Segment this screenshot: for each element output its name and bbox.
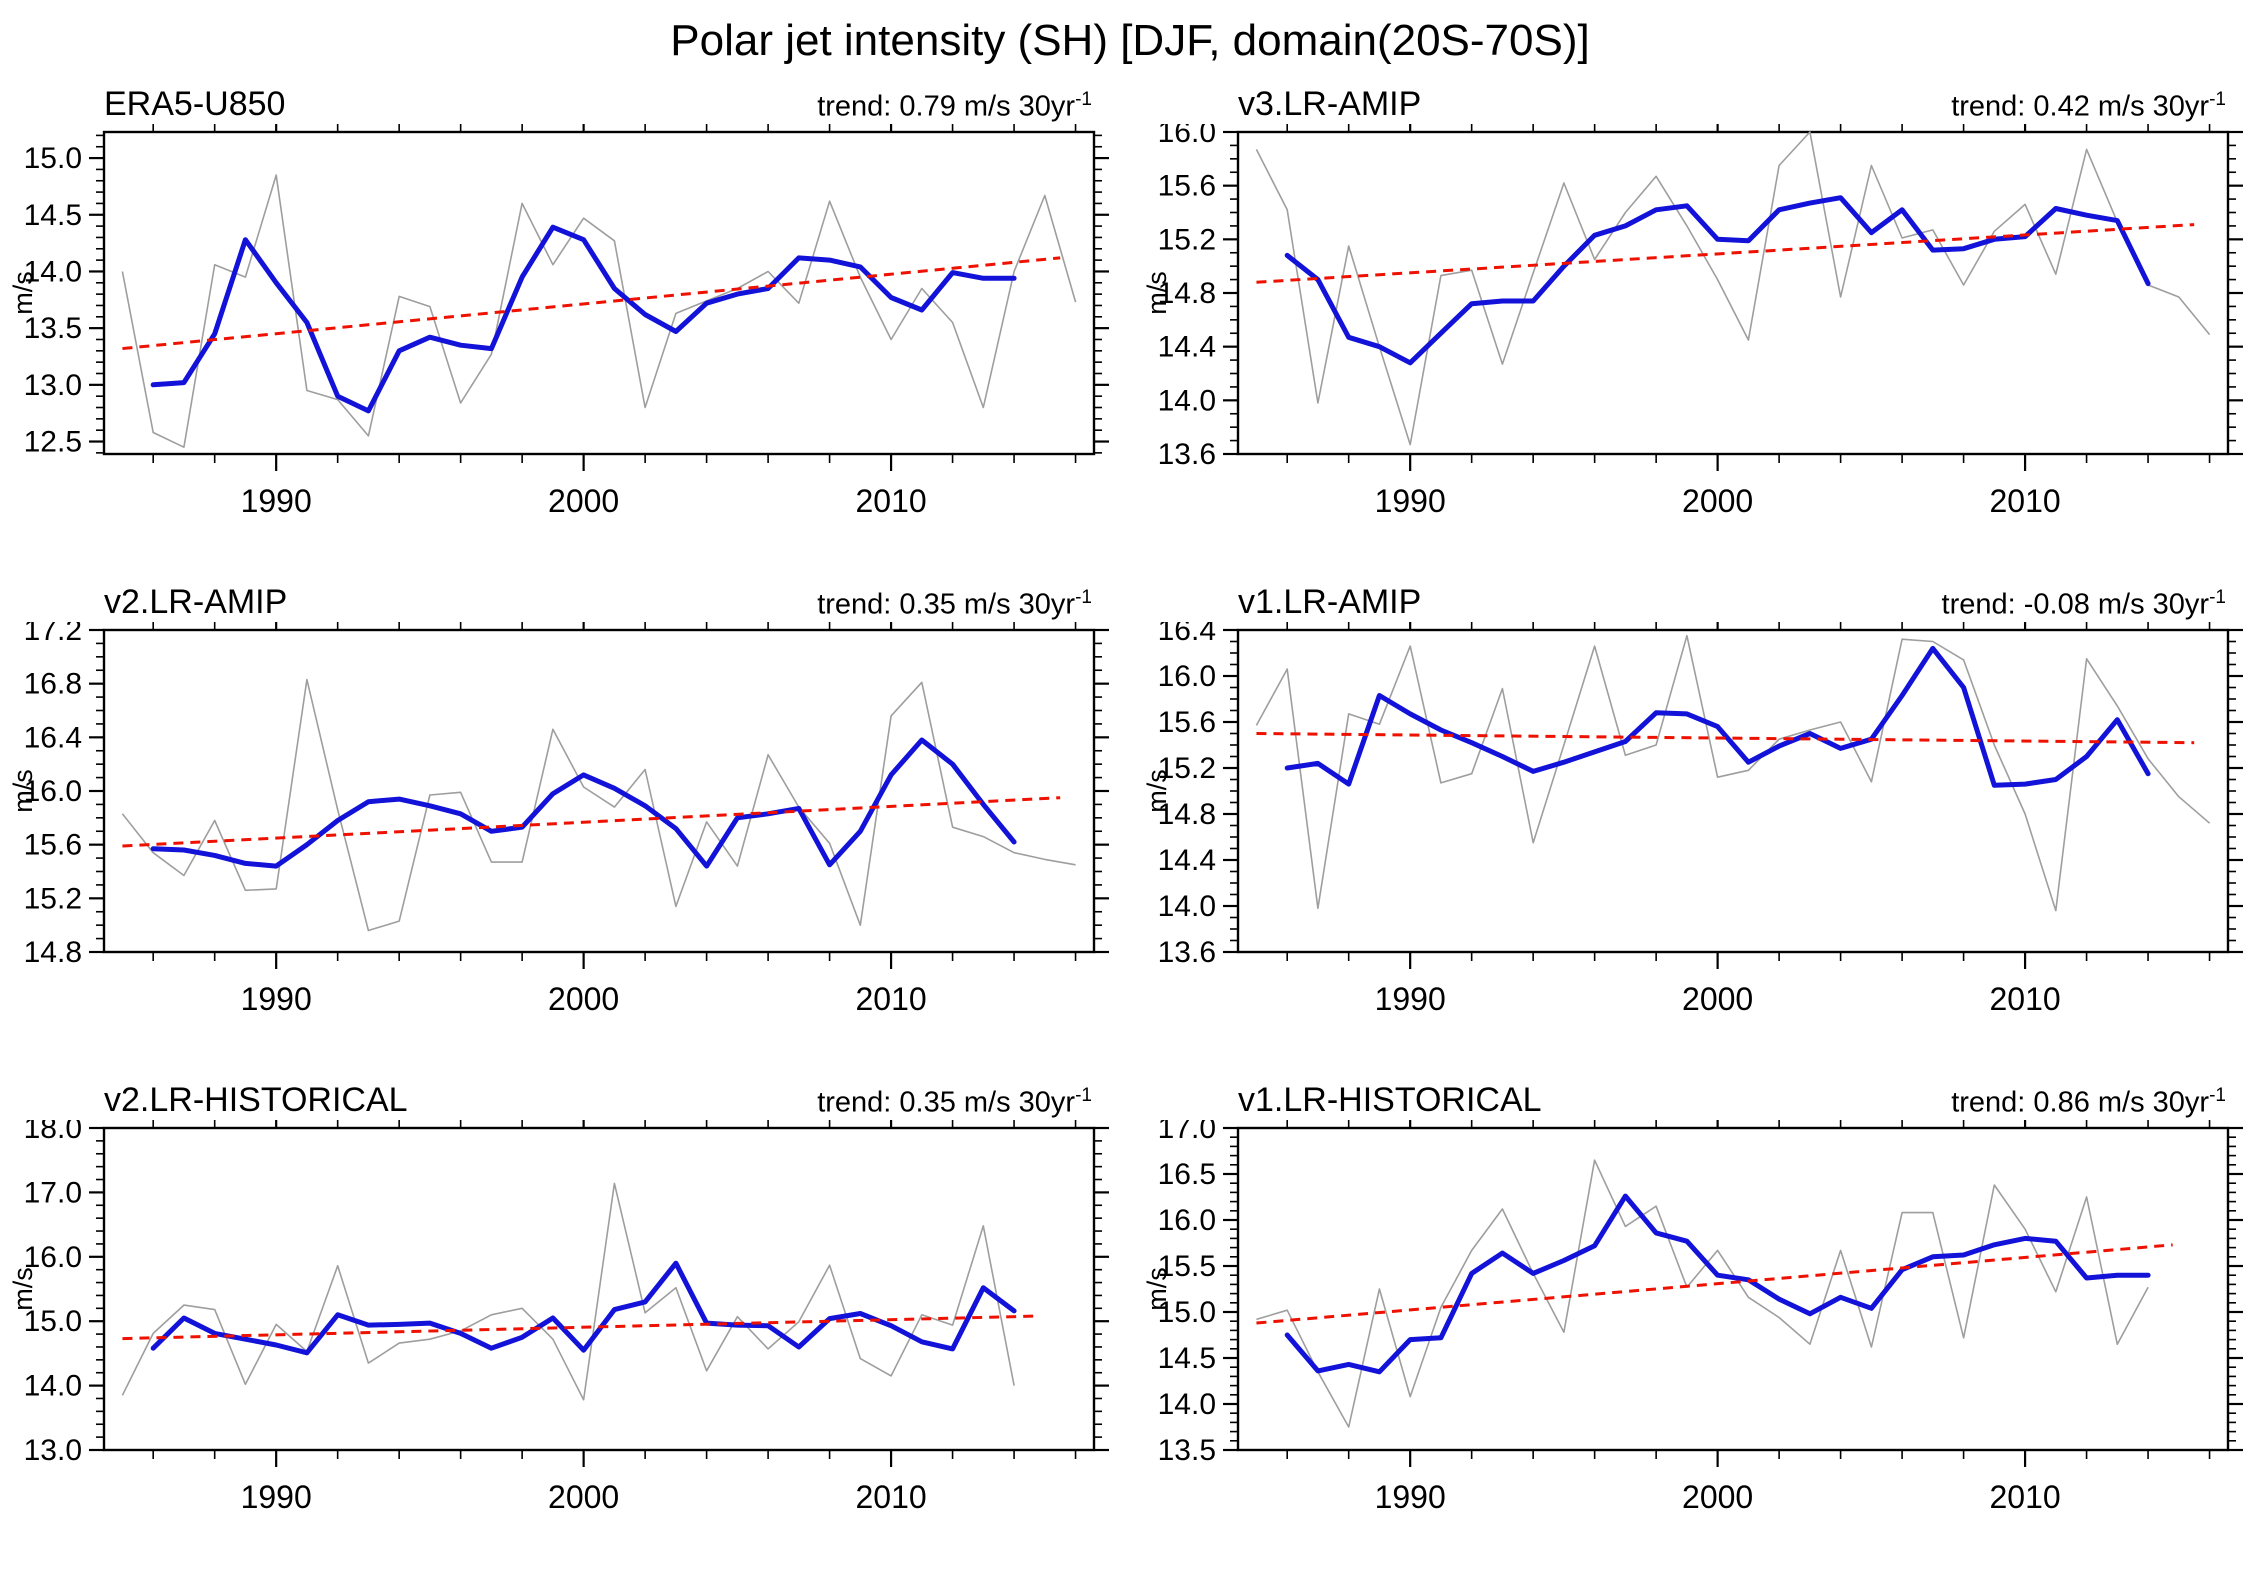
plot-v3-lr-amip: 13.6 14.0 14.4 14.8 15.2 15.6 16.0 1990 2000 2010…: [1142, 124, 2243, 519]
trend-label: trend: 0.79 m/s 30yr-1: [817, 89, 1092, 123]
svg-text:14.8: 14.8: [1158, 277, 1216, 310]
svg-text:17.0: 17.0: [1158, 1120, 1216, 1145]
trend-label: trend: -0.08 m/s 30yr-1: [1941, 587, 2226, 621]
svg-text:14.8: 14.8: [24, 936, 82, 969]
panel-grid: ERA5-U850 trend: 0.79 m/s 30yr-1 12.5 13.…: [8, 80, 2252, 1560]
svg-text:14.5: 14.5: [1158, 1342, 1216, 1375]
svg-text:13.5: 13.5: [24, 312, 82, 345]
svg-text:2010: 2010: [855, 1479, 926, 1515]
svg-text:14.8: 14.8: [1158, 798, 1216, 831]
plot-v2-lr-historical: 13.0 14.0 15.0 16.0 17.0 18.0 1990 2000 2010 m/s: [8, 1120, 1109, 1515]
panel-v2-lr-historical: v2.LR-HISTORICAL trend: 0.35 m/s 30yr-1 …: [8, 1076, 1118, 1560]
svg-text:1990: 1990: [1375, 1479, 1446, 1515]
figure-title: Polar jet intensity (SH) [DJF, domain(20…: [670, 16, 1590, 65]
panel-title: v3.LR-AMIP: [1238, 85, 1422, 123]
svg-text:16.0: 16.0: [24, 775, 82, 808]
svg-text:m/s: m/s: [8, 271, 38, 315]
svg-text:m/s: m/s: [1142, 769, 1172, 813]
svg-text:2000: 2000: [548, 1479, 619, 1515]
trend-label: trend: 0.86 m/s 30yr-1: [1951, 1085, 2226, 1119]
svg-text:1990: 1990: [241, 1479, 312, 1515]
plot-v1-lr-amip: 13.6 14.0 14.4 14.8 15.2 15.6 16.0 16.4 1990 2000…: [1142, 622, 2243, 1017]
svg-text:15.0: 15.0: [1158, 1296, 1216, 1329]
svg-text:16.0: 16.0: [1158, 124, 1216, 149]
svg-text:18.0: 18.0: [24, 1120, 82, 1145]
svg-text:2010: 2010: [1989, 1479, 2060, 1515]
svg-text:14.0: 14.0: [1158, 1388, 1216, 1421]
svg-text:2010: 2010: [855, 981, 926, 1017]
svg-text:2000: 2000: [548, 981, 619, 1017]
svg-text:15.6: 15.6: [1158, 170, 1216, 203]
svg-text:2000: 2000: [1682, 1479, 1753, 1515]
svg-text:14.4: 14.4: [1158, 331, 1216, 364]
plot-v1-lr-historical: 13.5 14.0 14.5 15.0 15.5 16.0 16.5 17.0 1990 2000…: [1142, 1120, 2243, 1515]
plot-v2-lr-amip: 14.8 15.2 15.6 16.0 16.4 16.8 17.2 1990 2000 2010…: [8, 622, 1109, 1017]
svg-text:15.6: 15.6: [1158, 706, 1216, 739]
svg-text:2000: 2000: [548, 483, 619, 519]
svg-text:14.4: 14.4: [1158, 844, 1216, 877]
svg-text:14.0: 14.0: [24, 255, 82, 288]
panel-header: ERA5-U850 trend: 0.79 m/s 30yr-1: [8, 80, 1118, 124]
svg-text:14.5: 14.5: [24, 199, 82, 232]
svg-text:16.0: 16.0: [24, 1241, 82, 1274]
svg-text:15.6: 15.6: [24, 829, 82, 862]
svg-text:15.2: 15.2: [1158, 752, 1216, 785]
svg-text:15.0: 15.0: [24, 142, 82, 175]
svg-text:1990: 1990: [1375, 981, 1446, 1017]
svg-text:13.0: 13.0: [24, 369, 82, 402]
panel-header: v3.LR-AMIP trend: 0.42 m/s 30yr-1: [1142, 80, 2252, 124]
panel-v2-lr-amip: v2.LR-AMIP trend: 0.35 m/s 30yr-1 14.8 15…: [8, 578, 1118, 1062]
svg-text:13.0: 13.0: [24, 1434, 82, 1467]
svg-text:16.4: 16.4: [24, 721, 82, 754]
svg-text:m/s: m/s: [8, 1267, 38, 1311]
panel-v1-lr-amip: v1.LR-AMIP trend: -0.08 m/s 30yr-1 13.6 1…: [1142, 578, 2252, 1062]
plot-era5-u850: 12.5 13.0 13.5 14.0 14.5 15.0 1990 2000 2010 m/s: [8, 124, 1109, 519]
svg-text:2010: 2010: [855, 483, 926, 519]
svg-text:16.0: 16.0: [1158, 1204, 1216, 1237]
trend-label: trend: 0.42 m/s 30yr-1: [1951, 89, 2226, 123]
panel-title: ERA5-U850: [104, 85, 286, 123]
svg-text:15.0: 15.0: [24, 1305, 82, 1338]
svg-text:15.2: 15.2: [1158, 223, 1216, 256]
svg-text:13.6: 13.6: [1158, 438, 1216, 471]
svg-text:m/s: m/s: [8, 769, 38, 813]
panel-v3-lr-amip: v3.LR-AMIP trend: 0.42 m/s 30yr-1 13.6 14…: [1142, 80, 2252, 564]
svg-text:14.0: 14.0: [1158, 384, 1216, 417]
svg-text:1990: 1990: [1375, 483, 1446, 519]
panel-header: v1.LR-HISTORICAL trend: 0.86 m/s 30yr-1: [1142, 1076, 2252, 1120]
svg-text:1990: 1990: [241, 981, 312, 1017]
svg-text:m/s: m/s: [1142, 1267, 1172, 1311]
panel-header: v2.LR-HISTORICAL trend: 0.35 m/s 30yr-1: [8, 1076, 1118, 1120]
svg-text:2010: 2010: [1989, 483, 2060, 519]
svg-text:17.0: 17.0: [24, 1176, 82, 1209]
panel-title: v2.LR-AMIP: [104, 583, 288, 621]
svg-text:m/s: m/s: [1142, 271, 1172, 315]
svg-text:16.8: 16.8: [24, 668, 82, 701]
panel-title: v1.LR-HISTORICAL: [1238, 1081, 1542, 1119]
svg-text:16.5: 16.5: [1158, 1158, 1216, 1191]
svg-text:2010: 2010: [1989, 981, 2060, 1017]
trend-label: trend: 0.35 m/s 30yr-1: [817, 587, 1092, 621]
svg-text:13.6: 13.6: [1158, 936, 1216, 969]
panel-title: v1.LR-AMIP: [1238, 583, 1422, 621]
svg-text:14.0: 14.0: [24, 1370, 82, 1403]
svg-text:13.5: 13.5: [1158, 1434, 1216, 1467]
svg-text:12.5: 12.5: [24, 426, 82, 459]
svg-text:15.5: 15.5: [1158, 1250, 1216, 1283]
svg-text:16.4: 16.4: [1158, 622, 1216, 647]
svg-text:2000: 2000: [1682, 981, 1753, 1017]
svg-text:16.0: 16.0: [1158, 660, 1216, 693]
panel-era5-u850: ERA5-U850 trend: 0.79 m/s 30yr-1 12.5 13.…: [8, 80, 1118, 564]
svg-text:14.0: 14.0: [1158, 890, 1216, 923]
svg-text:15.2: 15.2: [24, 882, 82, 915]
trend-label: trend: 0.35 m/s 30yr-1: [817, 1085, 1092, 1119]
svg-text:2000: 2000: [1682, 483, 1753, 519]
panel-header: v1.LR-AMIP trend: -0.08 m/s 30yr-1: [1142, 578, 2252, 622]
svg-text:17.2: 17.2: [24, 622, 82, 647]
panel-title: v2.LR-HISTORICAL: [104, 1081, 408, 1119]
panel-header: v2.LR-AMIP trend: 0.35 m/s 30yr-1: [8, 578, 1118, 622]
panel-v1-lr-historical: v1.LR-HISTORICAL trend: 0.86 m/s 30yr-1 …: [1142, 1076, 2252, 1560]
svg-text:1990: 1990: [241, 483, 312, 519]
